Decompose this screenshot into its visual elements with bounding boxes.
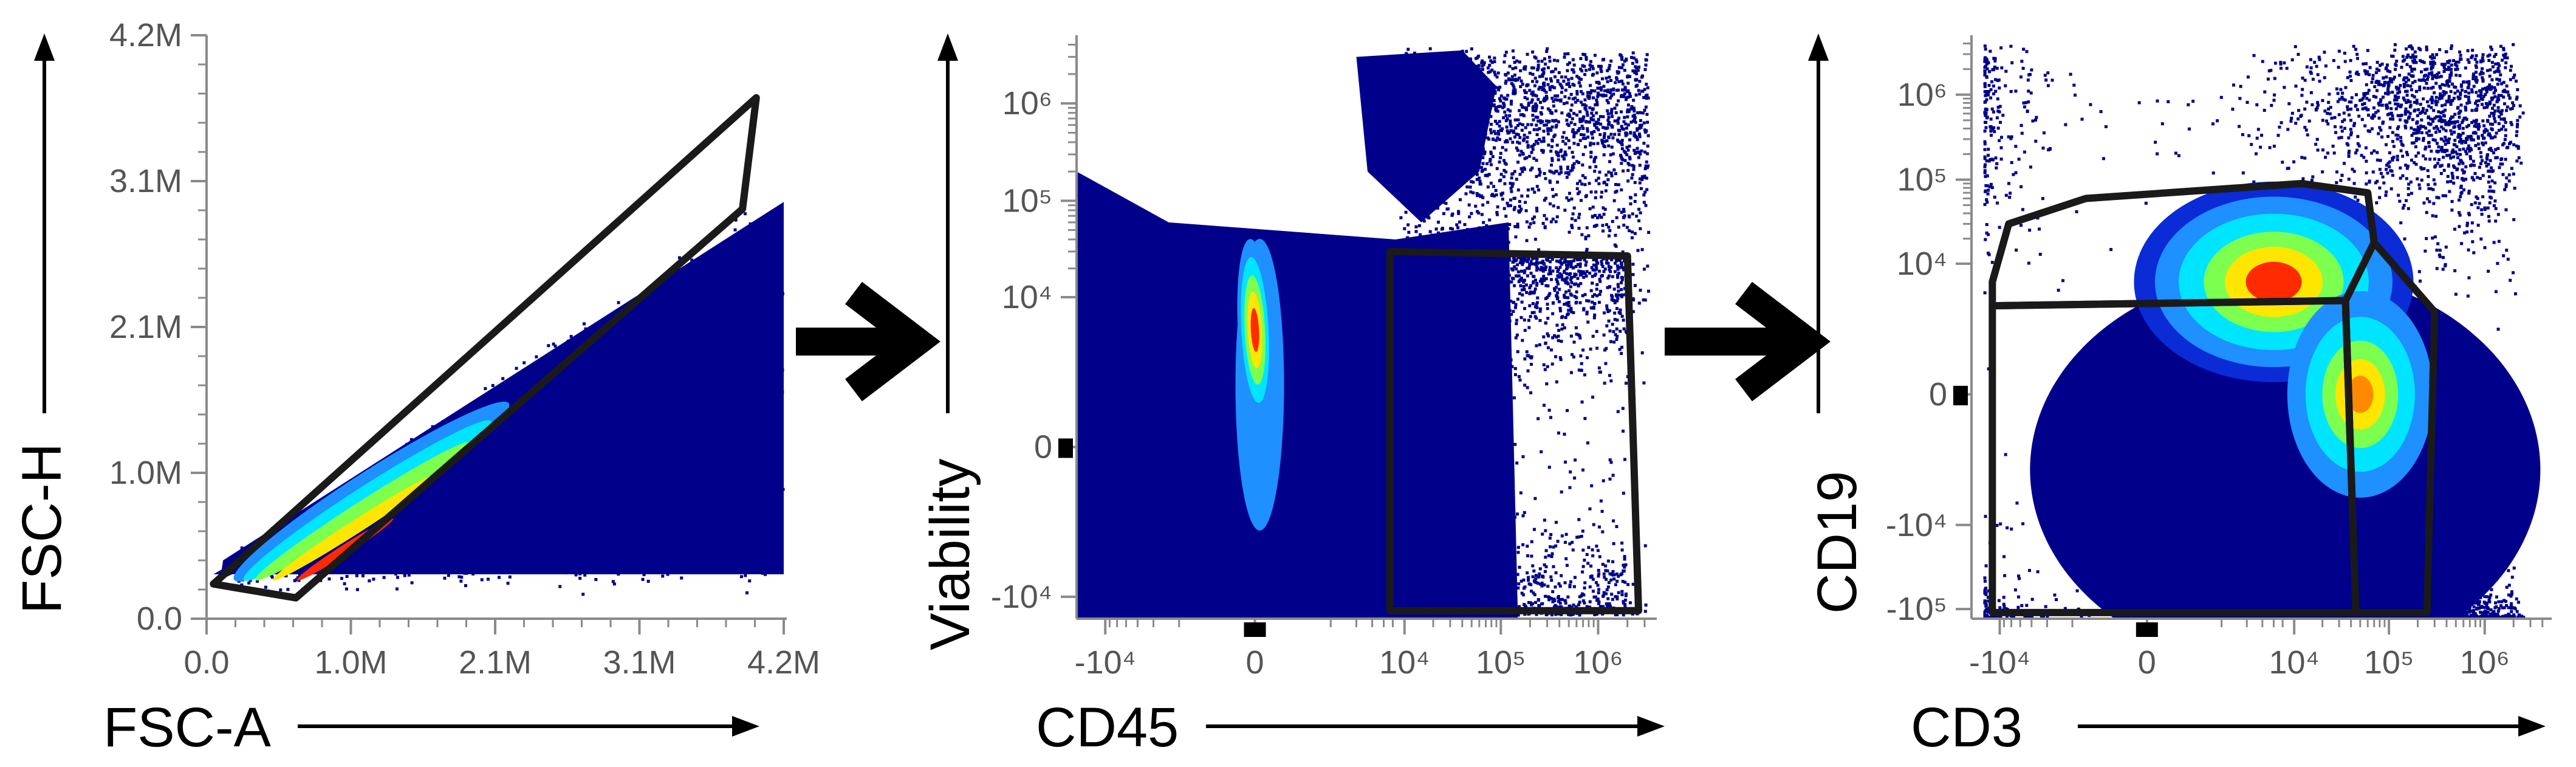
- gate-cd45-live: [1386, 247, 1643, 614]
- axes-cd45: -10⁴ 0 10⁴ 10⁵ 10⁶ -10⁴ 0 10⁴ 10⁵ 10⁶: [991, 35, 1657, 681]
- y-tick-label: 10⁶: [1897, 77, 1947, 113]
- x-tick-label: -10⁴: [1075, 644, 1136, 681]
- y-tick-label: -10⁴: [991, 579, 1052, 615]
- density-region: [1077, 171, 1518, 619]
- y-tick-label: 0: [1034, 428, 1052, 465]
- panel-cd3-cd19: -10⁴ 0 10⁴ 10⁵ 10⁶ -10⁵ -10⁴ 0 10⁴ 10⁵ 10⁶ CD3 CD1…: [1806, 33, 2552, 758]
- x-tick-label: 10⁶: [2460, 644, 2510, 681]
- density-contour: [1250, 308, 1259, 352]
- zero-marker: [1244, 622, 1266, 637]
- y-tick-label: 0.0: [137, 600, 182, 637]
- y-tick-label: 1.0M: [109, 455, 182, 491]
- x-tick-label: 10⁵: [2364, 644, 2414, 681]
- x-axis-arrow-icon: [1206, 716, 1665, 737]
- x-axis-label-fsc-a: FSC-A: [103, 696, 272, 758]
- density-contour: [255, 442, 470, 581]
- x-axis-arrow-icon: [2078, 716, 2546, 737]
- y-axis-arrow-icon: [1808, 33, 1829, 413]
- y-tick-label: 10⁴: [1002, 279, 1052, 315]
- gates-lymphocytes: [1989, 179, 2439, 616]
- x-tick-label: 1.0M: [314, 644, 387, 681]
- x-tick-label: 0.0: [183, 644, 229, 681]
- zero-marker: [1953, 385, 1968, 405]
- density-contour: [272, 473, 438, 581]
- y-tick-label: 10⁵: [1002, 182, 1052, 219]
- y-tick-label: -10⁴: [1886, 507, 1947, 543]
- y-tick-label: 10⁵: [1897, 162, 1947, 198]
- right-arrow-icon: [796, 281, 940, 402]
- x-tick-label: 0: [2138, 644, 2156, 681]
- right-arrow-icon: [1665, 281, 1831, 402]
- axes-fsc: 0.0 1.0M 2.1M 3.1M 4.2M 0.0 1.0M 2.1M 3.1M 4.2M: [109, 17, 820, 681]
- x-tick-label: 10⁶: [1573, 644, 1623, 681]
- gate-singlets: [210, 94, 760, 602]
- density-dots-cd45: [1077, 47, 1651, 619]
- x-axis-label-cd45: CD45: [1036, 696, 1179, 758]
- density-dots-cd3: [1983, 43, 2541, 619]
- gate-polygon: [210, 94, 760, 602]
- panel-fsc: 0.0 1.0M 2.1M 3.1M 4.2M 0.0 1.0M 2.1M 3.1M 4.2M F…: [11, 17, 820, 758]
- x-axis-arrow-icon: [298, 716, 759, 737]
- y-axis-arrow-icon: [937, 33, 958, 413]
- y-tick-label: 10⁴: [1897, 246, 1947, 282]
- panel-cd45-viability: -10⁴ 0 10⁴ 10⁵ 10⁶ -10⁴ 0 10⁴ 10⁵ 10⁶ CD45 Viabil…: [919, 33, 1665, 758]
- x-tick-label: 0: [1245, 644, 1264, 681]
- x-tick-label: 2.1M: [459, 644, 532, 681]
- x-tick-label: -10⁴: [1969, 644, 2030, 681]
- y-axis-arrow-icon: [34, 33, 55, 413]
- y-tick-label: -10⁵: [1886, 591, 1947, 627]
- x-tick-label: 4.2M: [747, 644, 820, 681]
- y-tick-label: 3.1M: [109, 163, 182, 199]
- x-tick-label: 10⁴: [2269, 644, 2320, 681]
- axes-cd3: -10⁴ 0 10⁴ 10⁵ 10⁶ -10⁵ -10⁴ 0 10⁴ 10⁵ 10⁶: [1886, 35, 2552, 681]
- y-axis-label-cd19: CD19: [1806, 471, 1868, 614]
- density-contour: [2245, 261, 2302, 302]
- density-dots-fsc: [213, 202, 785, 596]
- zero-marker: [2136, 622, 2158, 637]
- y-axis-label-viability: Viability: [919, 459, 981, 650]
- x-axis-label-cd3: CD3: [1911, 696, 2023, 758]
- gate-polygon: [1386, 247, 1643, 614]
- y-tick-label: 2.1M: [109, 309, 182, 345]
- density-contour: [2347, 376, 2374, 413]
- y-axis-label-fsc-h: FSC-H: [11, 443, 73, 614]
- zero-marker: [1058, 438, 1073, 458]
- x-tick-label: 3.1M: [603, 644, 676, 681]
- gate-polygon: [2341, 238, 2439, 616]
- y-tick-label: 0: [1929, 376, 1947, 413]
- x-tick-label: 10⁴: [1379, 644, 1430, 681]
- x-tick-label: 10⁵: [1476, 644, 1526, 681]
- y-tick-label: 10⁶: [1002, 85, 1052, 122]
- y-tick-label: 4.2M: [109, 17, 182, 53]
